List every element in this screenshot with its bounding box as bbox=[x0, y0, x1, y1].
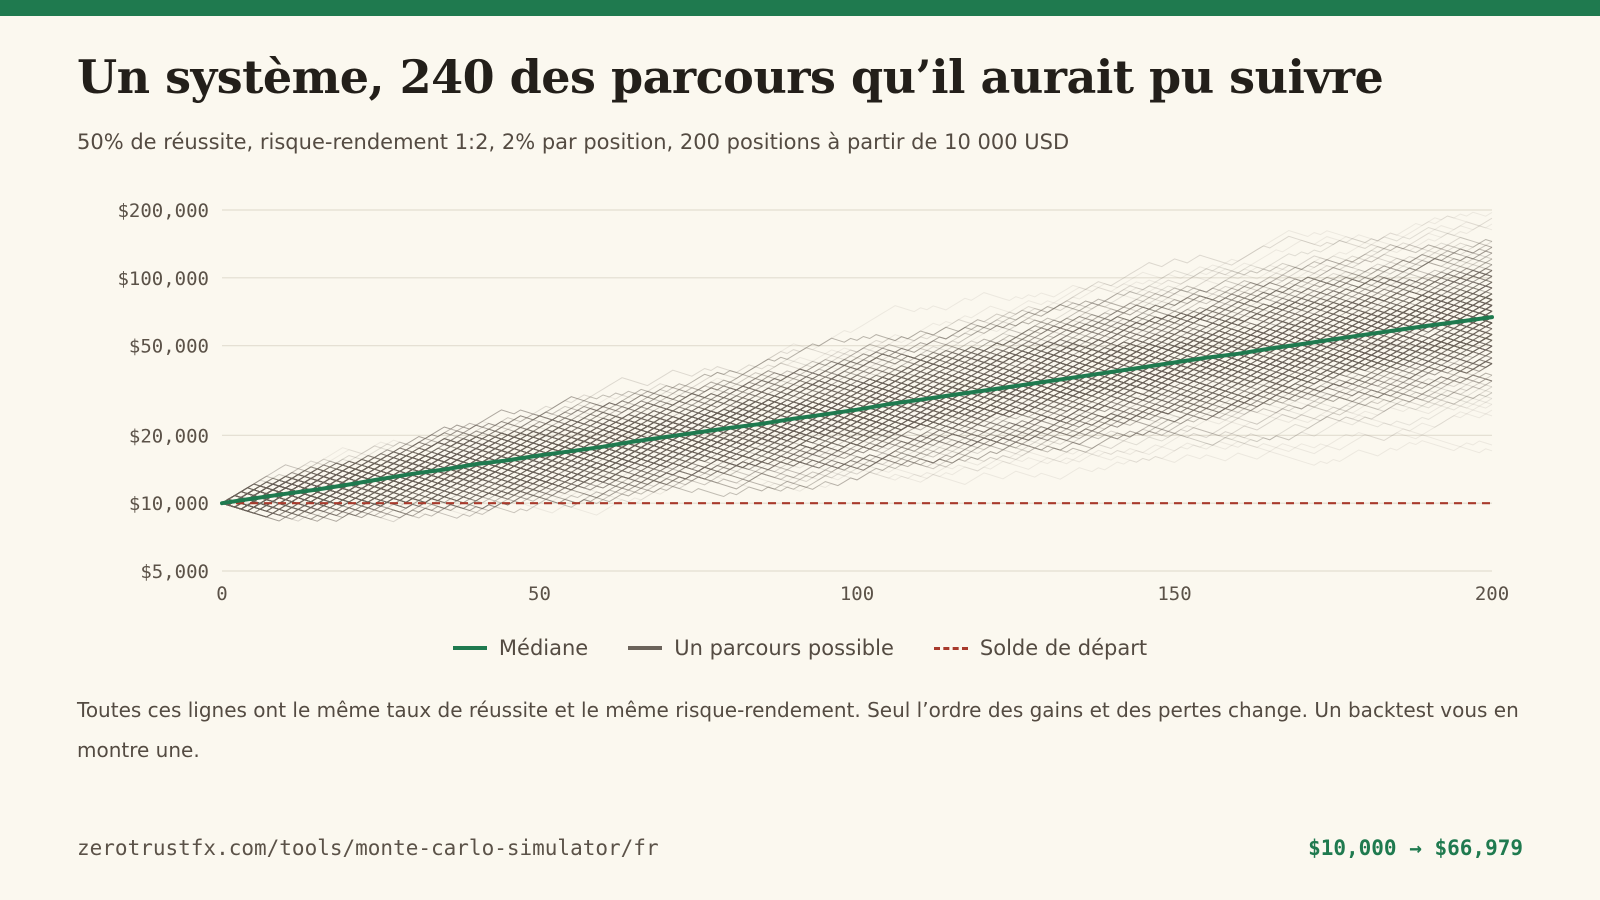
simulated-path bbox=[221, 242, 1493, 504]
simulated-path bbox=[221, 334, 1493, 504]
simulated-path bbox=[221, 334, 1493, 504]
simulated-path bbox=[221, 353, 1493, 508]
y-axis-ticks: $5,000 $10,000 $20,000 $50,000 $100,000 $200,… bbox=[117, 200, 209, 583]
simulated-path bbox=[221, 285, 1493, 504]
simulated-path bbox=[221, 334, 1493, 504]
simulated-path bbox=[221, 269, 1493, 507]
simulated-path bbox=[221, 248, 1493, 510]
simulated-path bbox=[221, 316, 1493, 514]
x-axis-ticks: 0 50 100 150 200 bbox=[216, 583, 1509, 605]
simulated-path bbox=[221, 440, 1493, 515]
simulated-path bbox=[221, 250, 1493, 504]
simulated-path bbox=[221, 304, 1493, 504]
x-tick-label: 50 bbox=[528, 583, 551, 605]
simulated-path bbox=[221, 361, 1493, 508]
simulated-path bbox=[221, 318, 1493, 506]
y-tick-label: $5,000 bbox=[140, 561, 209, 583]
simulated-path bbox=[221, 316, 1493, 504]
x-tick-label: 0 bbox=[216, 583, 227, 605]
equity-paths-chart: $5,000 $10,000 $20,000 $50,000 $100,000 $200,… bbox=[117, 200, 1509, 605]
simulated-path bbox=[221, 287, 1493, 504]
source-url: zerotrustfx.com/tools/monte-carlo-simula… bbox=[77, 836, 659, 860]
top-accent-bar bbox=[0, 0, 1600, 16]
simulated-path bbox=[221, 306, 1493, 508]
simulated-path bbox=[221, 328, 1493, 512]
legend-median-label: Médiane bbox=[498, 636, 589, 660]
simulated-path bbox=[221, 403, 1493, 508]
simulated-path bbox=[221, 360, 1493, 508]
x-tick-label: 100 bbox=[840, 583, 874, 605]
simulated-path bbox=[221, 341, 1493, 504]
chart-note: Toutes ces lignes ont le même taux de ré… bbox=[77, 698, 1519, 762]
simulated-path bbox=[221, 339, 1493, 508]
simulated-path bbox=[221, 285, 1493, 518]
simulated-path bbox=[221, 304, 1493, 510]
simulated-path bbox=[221, 314, 1493, 512]
y-tick-label: $10,000 bbox=[129, 493, 209, 515]
simulated-path bbox=[221, 322, 1493, 504]
legend-median: Médiane bbox=[452, 636, 589, 660]
result-summary: $10,000 → $66,979 bbox=[1308, 836, 1523, 860]
page-title: Un système, 240 des parcours qu’il aurai… bbox=[77, 50, 1384, 104]
page-subtitle: 50% de réussite, risque-rendement 1:2, 2… bbox=[77, 130, 1070, 154]
simulated-path bbox=[221, 322, 1493, 504]
simulated-path bbox=[221, 300, 1493, 510]
legend-path: Un parcours possible bbox=[628, 636, 894, 660]
y-tick-label: $20,000 bbox=[129, 425, 209, 447]
simulated-path bbox=[221, 355, 1493, 506]
simulated-path bbox=[221, 401, 1493, 506]
legend-start-swatch bbox=[933, 646, 968, 650]
legend-path-swatch bbox=[628, 646, 663, 650]
y-tick-label: $50,000 bbox=[129, 336, 209, 358]
simulated-path bbox=[221, 297, 1493, 516]
simulated-path bbox=[221, 320, 1493, 506]
simulated-path bbox=[221, 252, 1493, 504]
simulated-path bbox=[221, 254, 1493, 504]
simulated-path bbox=[221, 334, 1493, 504]
simulated-path bbox=[221, 308, 1493, 504]
simulated-path bbox=[221, 246, 1493, 506]
simulated-path bbox=[221, 324, 1493, 504]
simulated-path bbox=[221, 310, 1493, 514]
simulated-path bbox=[221, 316, 1493, 522]
chart-legend: Médiane Un parcours possible Solde de dé… bbox=[0, 636, 1600, 660]
simulated-path bbox=[221, 341, 1493, 504]
simulated-path bbox=[221, 318, 1493, 504]
simulated-path bbox=[221, 320, 1493, 508]
x-tick-label: 150 bbox=[1157, 583, 1191, 605]
y-tick-label: $200,000 bbox=[117, 200, 209, 222]
simulated-path bbox=[221, 356, 1493, 506]
legend-median-swatch bbox=[452, 646, 487, 650]
simulated-path bbox=[221, 221, 1493, 508]
median-path bbox=[220, 315, 1494, 506]
simulated-path bbox=[221, 334, 1493, 504]
simulated-path bbox=[221, 358, 1493, 516]
simulated-path bbox=[221, 285, 1493, 504]
simulated-path bbox=[221, 291, 1493, 510]
simulated-path bbox=[221, 326, 1493, 522]
x-tick-label: 200 bbox=[1475, 583, 1509, 605]
y-tick-label: $100,000 bbox=[117, 268, 209, 290]
legend-start-label: Solde de départ bbox=[979, 636, 1148, 660]
legend-path-label: Un parcours possible bbox=[674, 636, 894, 660]
simulated-path bbox=[221, 258, 1493, 510]
median-line bbox=[220, 315, 1494, 506]
legend-start: Solde de départ bbox=[933, 636, 1148, 660]
